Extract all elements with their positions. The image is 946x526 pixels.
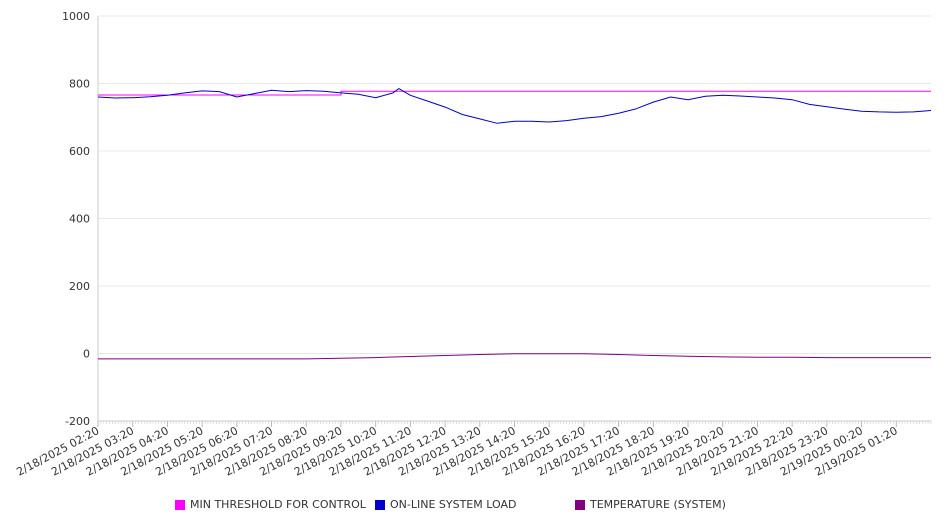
y-tick-label: -200 [65,415,90,428]
legend-swatch [375,499,385,510]
legend-item-min-threshold[interactable]: MIN THRESHOLD FOR CONTROL [175,498,366,511]
legend-swatch [575,499,585,510]
legend-swatch [175,499,185,510]
y-tick-label: 1000 [62,10,90,23]
legend-label: TEMPERATURE (SYSTEM) [590,498,726,511]
series-line-on-line-system-load [97,88,932,124]
y-tick-label: 600 [69,145,90,158]
legend-label: MIN THRESHOLD FOR CONTROL [190,498,366,511]
series-line-temperature-system [98,353,931,360]
chart-legend: MIN THRESHOLD FOR CONTROL ON-LINE SYSTEM… [0,498,946,518]
legend-item-system-load[interactable]: ON-LINE SYSTEM LOAD [375,498,516,511]
legend-label: ON-LINE SYSTEM LOAD [390,498,517,511]
y-tick-label: 0 [83,348,90,361]
chart-axes [97,16,932,427]
chart-gridlines [98,15,931,422]
legend-item-temperature[interactable]: TEMPERATURE (SYSTEM) [575,498,726,511]
x-axis-ticks: 2/18/2025 02:202/18/2025 03:202/18/2025 … [14,424,899,478]
y-tick-label: 400 [69,213,90,226]
y-tick-label: 200 [69,280,90,293]
y-tick-label: 800 [69,78,90,91]
chart-series [97,88,932,360]
y-axis-ticks: -200 0 200 400 600 800 1000 [62,10,90,428]
